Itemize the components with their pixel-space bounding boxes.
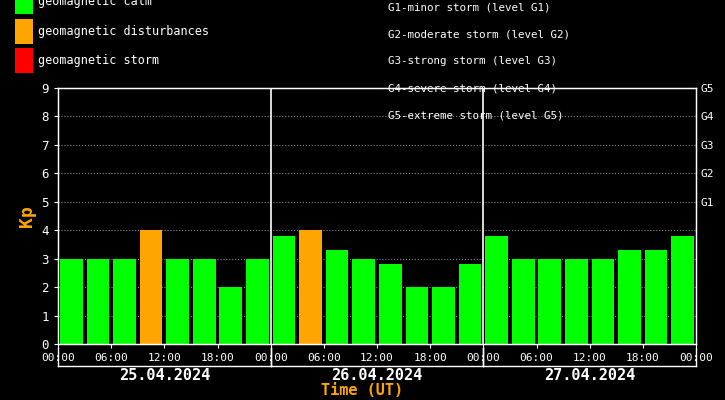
Bar bbox=[512, 259, 534, 344]
Text: geomagnetic calm: geomagnetic calm bbox=[38, 0, 152, 8]
Text: 25.04.2024: 25.04.2024 bbox=[119, 368, 210, 383]
Bar bbox=[671, 236, 694, 344]
Bar bbox=[539, 259, 561, 344]
Text: 27.04.2024: 27.04.2024 bbox=[544, 368, 635, 383]
Text: G5-extreme storm (level G5): G5-extreme storm (level G5) bbox=[388, 111, 563, 121]
Bar bbox=[592, 259, 614, 344]
Y-axis label: Kp: Kp bbox=[18, 205, 36, 227]
Bar bbox=[618, 250, 641, 344]
Text: geomagnetic storm: geomagnetic storm bbox=[38, 54, 160, 67]
Bar bbox=[326, 250, 349, 344]
Bar bbox=[379, 264, 402, 344]
Bar bbox=[166, 259, 189, 344]
Text: G1-minor storm (level G1): G1-minor storm (level G1) bbox=[388, 2, 550, 12]
Bar bbox=[193, 259, 215, 344]
Bar bbox=[113, 259, 136, 344]
Text: G4-severe storm (level G4): G4-severe storm (level G4) bbox=[388, 84, 557, 94]
Bar bbox=[273, 236, 295, 344]
Bar bbox=[485, 236, 508, 344]
Bar bbox=[86, 259, 109, 344]
Bar bbox=[220, 287, 242, 344]
Text: G2-moderate storm (level G2): G2-moderate storm (level G2) bbox=[388, 29, 570, 39]
Bar bbox=[405, 287, 428, 344]
Bar bbox=[565, 259, 588, 344]
Bar bbox=[352, 259, 375, 344]
Bar bbox=[60, 259, 83, 344]
Bar bbox=[299, 230, 322, 344]
Text: G3-strong storm (level G3): G3-strong storm (level G3) bbox=[388, 56, 557, 66]
Bar bbox=[246, 259, 269, 344]
Bar bbox=[645, 250, 668, 344]
Text: Time (UT): Time (UT) bbox=[321, 383, 404, 398]
Text: 26.04.2024: 26.04.2024 bbox=[331, 368, 423, 383]
Text: geomagnetic disturbances: geomagnetic disturbances bbox=[38, 25, 210, 38]
Bar bbox=[432, 287, 455, 344]
Bar bbox=[140, 230, 162, 344]
Bar bbox=[459, 264, 481, 344]
